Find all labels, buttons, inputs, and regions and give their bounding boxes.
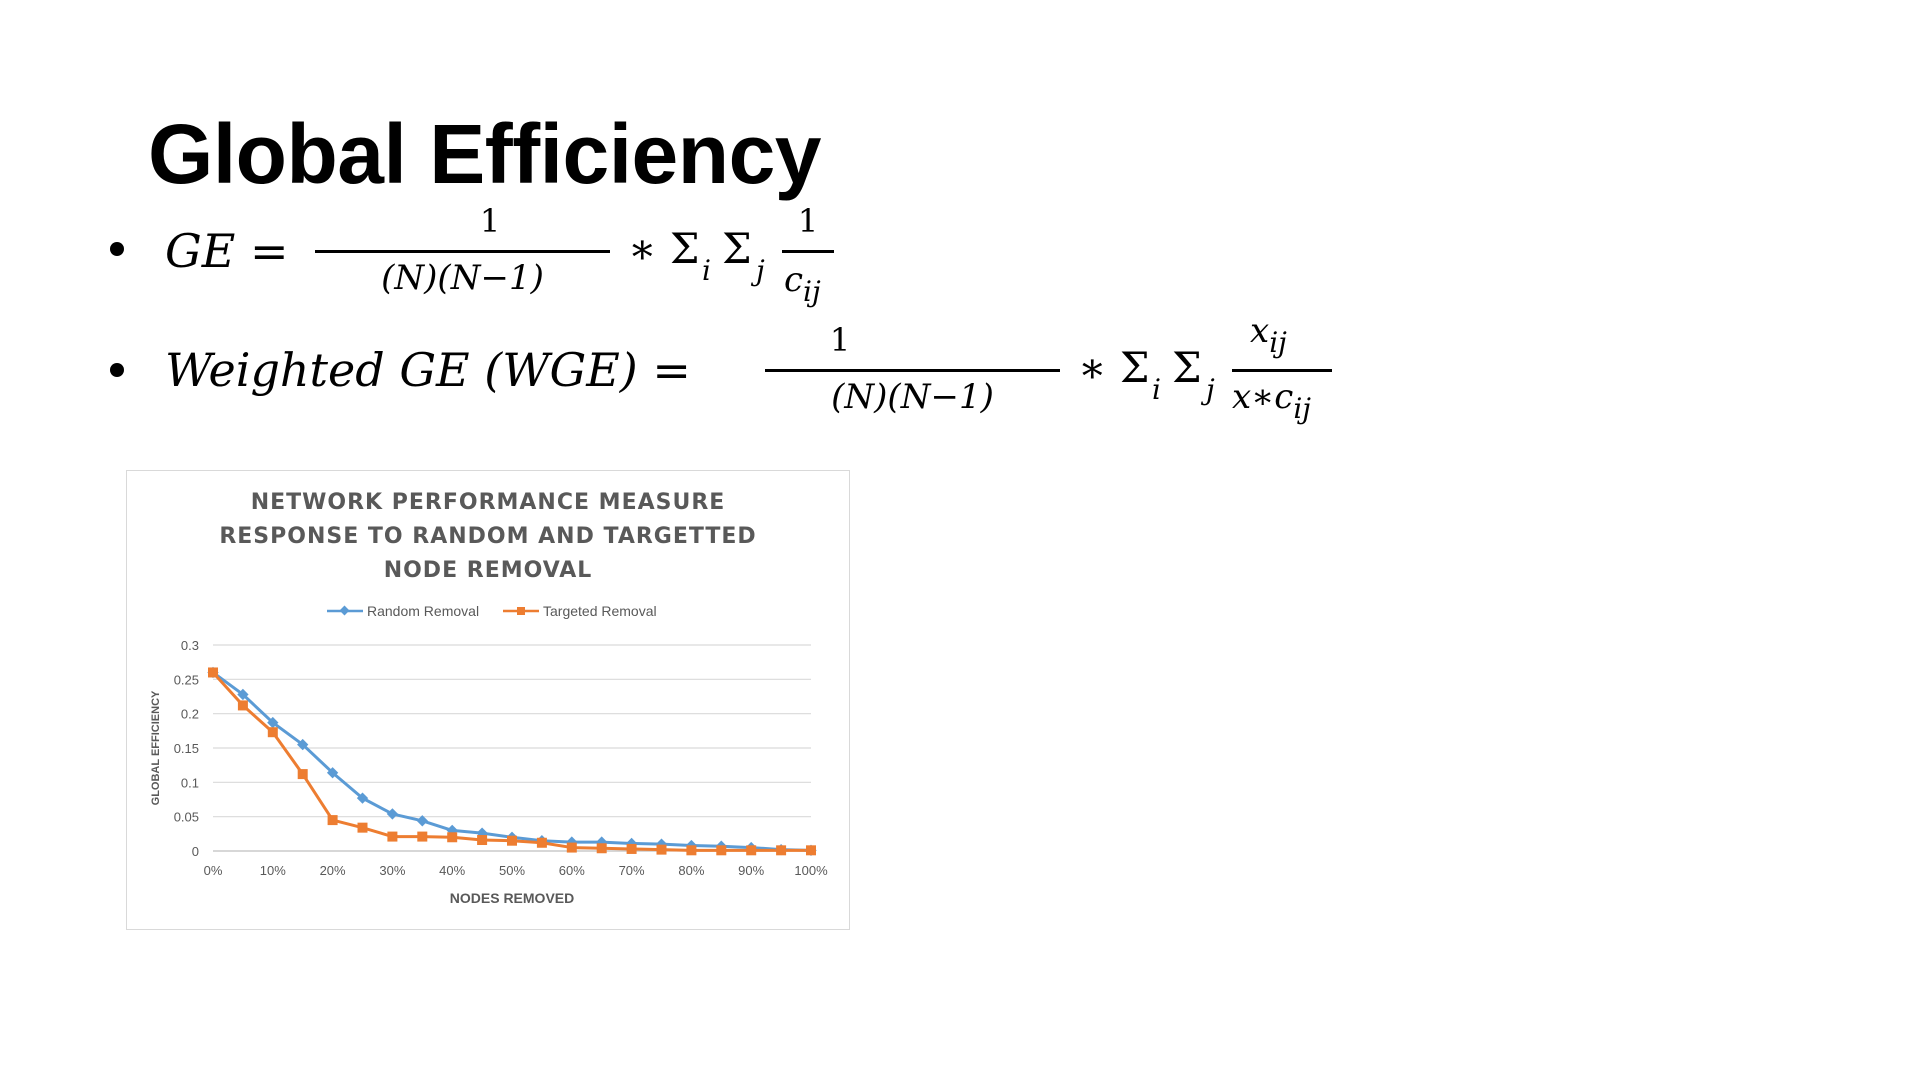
ge-lhs: GE = (165, 224, 289, 278)
data-point (477, 835, 488, 846)
data-point (387, 831, 398, 842)
x-tick-label: 40% (439, 863, 465, 878)
y-axis-title: GLOBAL EFFICIENCY (150, 690, 162, 805)
data-point (357, 822, 368, 833)
data-point (208, 667, 218, 678)
data-point (237, 688, 249, 701)
ge-numerator: 1 (479, 202, 501, 240)
legend-label: Targeted Removal (543, 603, 657, 619)
data-point (267, 716, 279, 729)
ge-formula: GE = 1 (N)(N−1) ∗ Σ i Σ j 1 cij (110, 200, 834, 310)
ge-frac2-denominator: cij (784, 260, 821, 308)
bullet-point-2 (110, 363, 124, 377)
ge-sub-i: i (702, 254, 711, 287)
wge-sub-j: j (1206, 373, 1215, 406)
data-point (626, 843, 637, 854)
data-point (326, 767, 339, 779)
data-point (716, 845, 727, 856)
data-point (297, 738, 309, 751)
data-point (507, 835, 517, 846)
data-point (656, 844, 667, 855)
wge-numerator: 1 (829, 321, 851, 359)
data-point (447, 832, 458, 843)
series-line (211, 671, 811, 852)
bullet-point-1 (110, 242, 124, 256)
legend-marker (517, 607, 525, 615)
wge-frac2-numerator: xij (1250, 311, 1287, 359)
wge-lhs: Weighted GE (WGE) = (165, 343, 691, 397)
ge-frac2-numerator: 1 (797, 202, 819, 240)
chart-title-line: NETWORK PERFORMANCE MEASURE (251, 490, 726, 515)
slide-title: Global Efficiency (148, 107, 822, 201)
data-point (536, 837, 547, 848)
wge-frac2-denominator: x∗cij (1232, 377, 1311, 425)
data-point (297, 769, 308, 780)
wge-fraction-bar (765, 369, 1060, 372)
chart-title-line: NODE REMOVAL (384, 558, 593, 583)
ge-operator: ∗ Σ (628, 224, 700, 273)
wge-operator: ∗ Σ (1078, 343, 1150, 392)
ge-denominator: (N)(N−1) (381, 258, 544, 298)
data-point (416, 815, 428, 827)
data-point (386, 808, 399, 820)
y-tick-label: 0.2 (181, 707, 199, 722)
wge-sigma-j: Σ (1172, 343, 1202, 392)
wge-denominator: (N)(N−1) (831, 377, 994, 417)
line-chart: NETWORK PERFORMANCE MEASURE RESPONSE TO R… (150, 490, 828, 906)
legend-marker (339, 605, 350, 616)
x-tick-label: 60% (559, 863, 585, 878)
wge-sub-i: i (1152, 373, 1161, 406)
series-line (212, 671, 812, 852)
x-tick-label: 70% (619, 863, 645, 878)
x-tick-label: 90% (738, 863, 764, 878)
x-tick-label: 50% (499, 863, 525, 878)
data-point (267, 727, 278, 738)
data-point (746, 845, 757, 856)
y-tick-label: 0.25 (174, 672, 199, 687)
data-point (237, 700, 248, 711)
x-tick-label: 20% (320, 863, 346, 878)
ge-fraction-bar (315, 250, 610, 253)
legend-label: Random Removal (367, 603, 479, 619)
data-point (596, 843, 607, 854)
wge-fraction2-bar (1232, 369, 1332, 372)
y-tick-label: 0.15 (174, 741, 199, 756)
x-tick-label: 100% (794, 863, 828, 878)
ge-sub-j: j (756, 254, 765, 287)
x-axis-title: NODES REMOVED (450, 890, 574, 906)
data-point (327, 815, 338, 826)
wge-formula: Weighted GE (WGE) = 1 (N)(N−1) ∗ Σ i Σ j… (110, 311, 1332, 435)
data-point (356, 792, 369, 804)
y-tick-label: 0.3 (181, 638, 199, 653)
y-tick-label: 0.1 (181, 775, 199, 790)
x-tick-label: 0% (204, 863, 223, 878)
data-point (806, 845, 816, 856)
x-tick-label: 30% (379, 863, 405, 878)
ge-fraction2-bar (782, 250, 834, 253)
data-point (417, 831, 428, 842)
data-point (686, 845, 697, 856)
x-tick-label: 80% (678, 863, 704, 878)
x-tick-label: 10% (260, 863, 286, 878)
ge-sigma-j: Σ (722, 224, 752, 273)
chart-title-line: RESPONSE TO RANDOM AND TARGETTED (219, 524, 756, 549)
y-tick-label: 0.05 (174, 810, 199, 825)
data-point (776, 845, 787, 856)
data-point (566, 842, 577, 853)
y-tick-label: 0 (192, 844, 199, 859)
chart-container: NETWORK PERFORMANCE MEASURE RESPONSE TO R… (126, 470, 850, 930)
